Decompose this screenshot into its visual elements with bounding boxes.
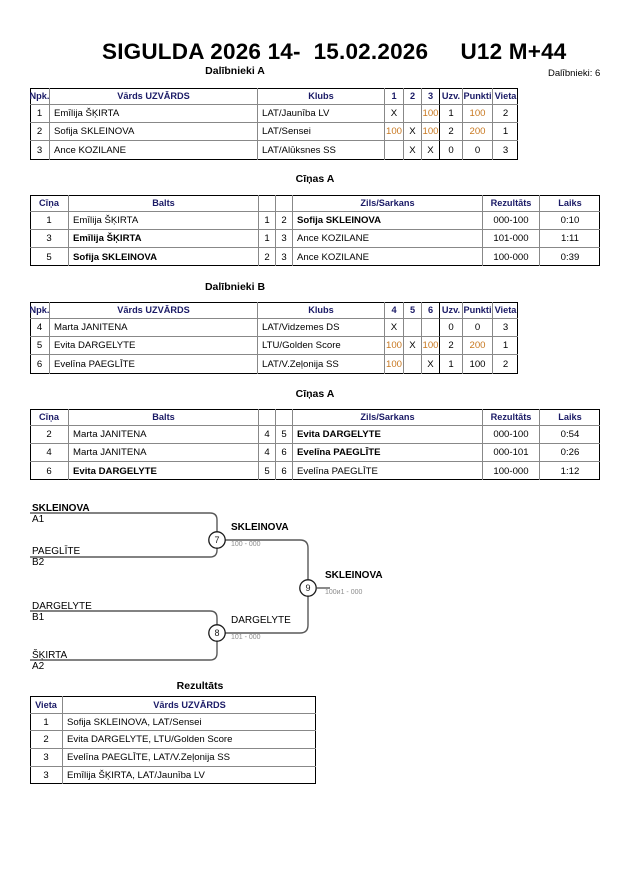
svg-text:7: 7: [214, 535, 219, 545]
svg-text:9: 9: [305, 583, 310, 593]
svg-text:8: 8: [214, 628, 219, 638]
